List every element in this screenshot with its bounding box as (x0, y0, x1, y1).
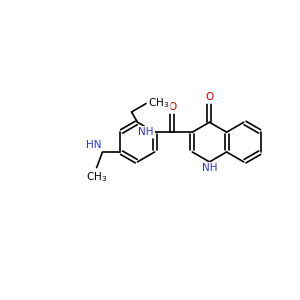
Text: NH: NH (138, 127, 154, 137)
Text: HN: HN (86, 140, 101, 151)
Text: O: O (168, 102, 177, 112)
Text: O: O (205, 92, 214, 102)
Text: CH$_3$: CH$_3$ (148, 97, 169, 110)
Text: NH: NH (202, 164, 217, 173)
Text: CH$_3$: CH$_3$ (86, 170, 107, 184)
